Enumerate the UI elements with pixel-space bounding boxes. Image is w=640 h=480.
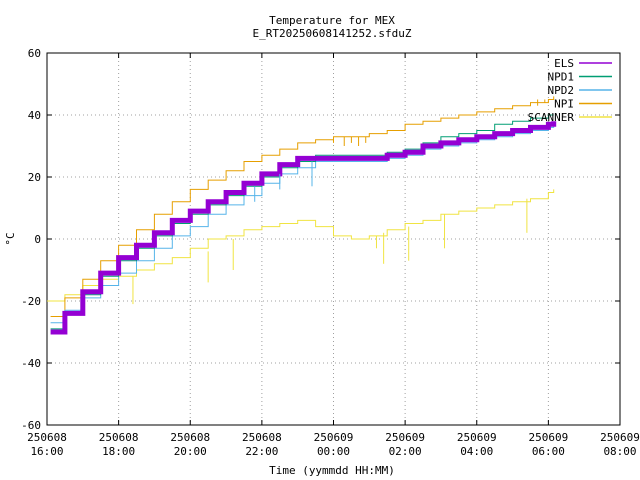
x-tick-time-label: 16:00 — [30, 445, 63, 458]
x-tick-time-label: 02:00 — [389, 445, 422, 458]
x-tick-time-label: 06:00 — [532, 445, 565, 458]
chart-subtitle: E_RT20250608141252.sfduZ — [253, 27, 412, 40]
y-tick-label: -40 — [21, 357, 41, 370]
series-line-npd2 — [50, 124, 555, 324]
grid-lines — [46, 52, 621, 426]
y-tick-label: -60 — [21, 419, 41, 432]
x-tick-time-label: 08:00 — [603, 445, 636, 458]
x-tick-date-label: 250608 — [99, 431, 139, 444]
x-tick-time-label: 20:00 — [174, 445, 207, 458]
legend-label: NPI — [554, 98, 574, 111]
x-tick-date-label: 250608 — [170, 431, 210, 444]
x-tick-date-label: 250609 — [600, 431, 640, 444]
legend-label: SCANNER — [528, 111, 575, 124]
x-tick-date-label: 250608 — [27, 431, 67, 444]
x-tick-time-label: 04:00 — [460, 445, 493, 458]
y-tick-label: 60 — [28, 47, 41, 60]
legend-label: NPD1 — [548, 71, 575, 84]
x-tick-date-label: 250609 — [529, 431, 569, 444]
y-axis: -60 -40 -20 0 20 40 60 — [21, 47, 620, 432]
legend-label: NPD2 — [548, 84, 575, 97]
y-tick-label: 40 — [28, 109, 41, 122]
series-line-npi — [50, 96, 555, 317]
y-tick-label: -20 — [21, 295, 41, 308]
x-axis-label: Time (yymmdd HH:MM) — [269, 464, 395, 477]
series-line-npd1 — [50, 114, 554, 330]
x-tick-date-label: 250609 — [385, 431, 425, 444]
y-tick-label: 20 — [28, 171, 41, 184]
legend-label: ELS — [554, 57, 574, 70]
series-line-els — [50, 121, 557, 335]
y-axis-label: °C — [4, 232, 17, 245]
x-tick-date-label: 250608 — [242, 431, 282, 444]
x-tick-date-label: 250609 — [457, 431, 497, 444]
x-axis: 25060816:0025060818:0025060820:002506082… — [27, 53, 640, 458]
chart-title: Temperature for MEX — [269, 14, 395, 27]
y-tick-label: 0 — [34, 233, 41, 246]
x-tick-date-label: 250609 — [314, 431, 354, 444]
x-tick-time-label: 18:00 — [102, 445, 135, 458]
x-tick-time-label: 22:00 — [245, 445, 278, 458]
x-tick-time-label: 00:00 — [317, 445, 350, 458]
plot-area — [47, 96, 557, 335]
